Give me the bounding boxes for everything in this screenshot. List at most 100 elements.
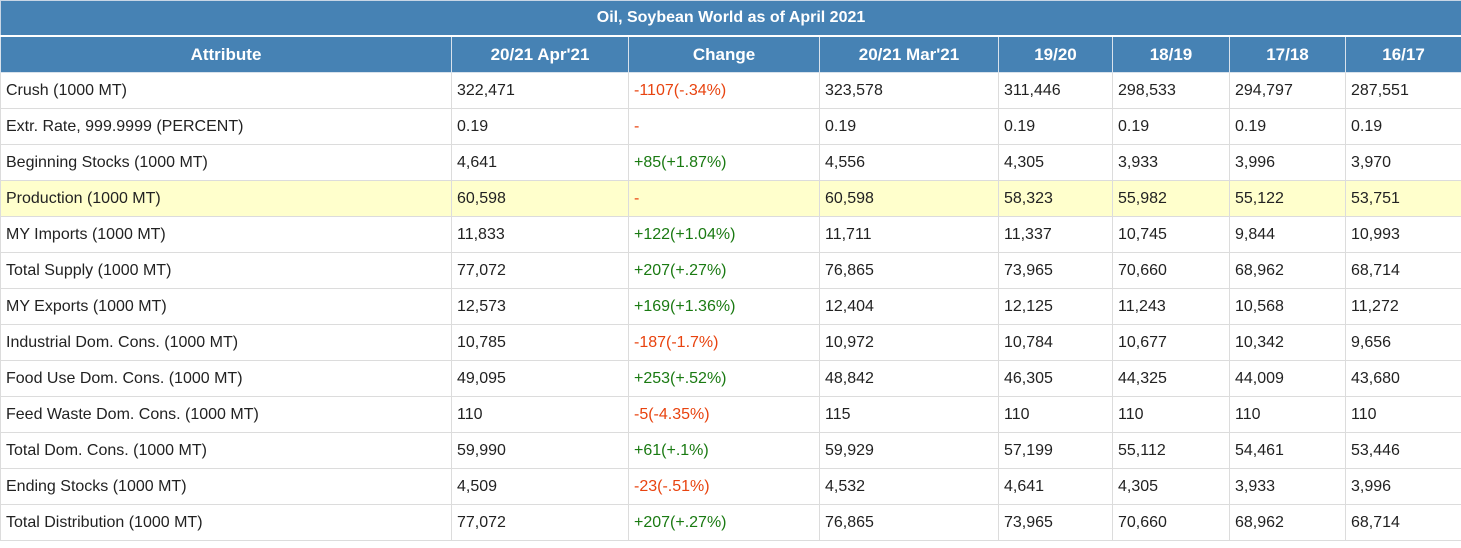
cell-attribute: Total Supply (1000 MT) (0, 252, 452, 289)
table-title: Oil, Soybean World as of April 2021 (0, 0, 1461, 37)
column-header-apr21[interactable]: 20/21 Apr'21 (451, 35, 629, 73)
cell-change: -5(-4.35%) (628, 396, 820, 433)
cell-change: +61(+.1%) (628, 432, 820, 469)
cell-1920: 73,965 (998, 504, 1113, 541)
cell-1819: 11,243 (1112, 288, 1230, 325)
column-header-1718[interactable]: 17/18 (1229, 35, 1346, 73)
cell-apr21: 11,833 (451, 216, 629, 253)
cell-1617: 3,996 (1344, 468, 1461, 505)
cell-1819: 110 (1112, 396, 1230, 433)
table-row: MY Imports (1000 MT) 11,833 +122(+1.04%) 11… (0, 216, 1461, 253)
table-row: Crush (1000 MT) 322,471 -1107(-.34%) 323,57… (0, 72, 1461, 109)
cell-change: +253(+.52%) (628, 360, 820, 397)
cell-1718: 3,933 (1229, 468, 1346, 505)
cell-attribute: Food Use Dom. Cons. (1000 MT) (0, 360, 452, 397)
cell-1819: 4,305 (1112, 468, 1230, 505)
cell-change: - (628, 108, 820, 145)
cell-apr21: 4,641 (451, 144, 629, 181)
cell-attribute: Ending Stocks (1000 MT) (0, 468, 452, 505)
column-header-row: Attribute 20/21 Apr'21 Change 20/21 Mar'… (0, 35, 1461, 73)
cell-1920: 10,784 (998, 324, 1113, 361)
cell-1617: 287,551 (1344, 72, 1461, 109)
cell-1617: 10,993 (1344, 216, 1461, 253)
cell-1819: 10,677 (1112, 324, 1230, 361)
cell-1718: 110 (1229, 396, 1346, 433)
cell-1617: 68,714 (1344, 504, 1461, 541)
cell-mar21: 12,404 (819, 288, 999, 325)
table-row: MY Exports (1000 MT) 12,573 +169(+1.36%) 12… (0, 288, 1461, 325)
cell-1718: 44,009 (1229, 360, 1346, 397)
cell-apr21: 49,095 (451, 360, 629, 397)
cell-apr21: 77,072 (451, 504, 629, 541)
cell-change: +207(+.27%) (628, 504, 820, 541)
column-header-1617[interactable]: 16/17 (1344, 35, 1461, 73)
cell-change: -1107(-.34%) (628, 72, 820, 109)
cell-1920: 73,965 (998, 252, 1113, 289)
cell-1819: 10,745 (1112, 216, 1230, 253)
cell-mar21: 48,842 (819, 360, 999, 397)
cell-1718: 68,962 (1229, 504, 1346, 541)
cell-1920: 46,305 (998, 360, 1113, 397)
cell-apr21: 59,990 (451, 432, 629, 469)
cell-1617: 3,970 (1344, 144, 1461, 181)
cell-1920: 311,446 (998, 72, 1113, 109)
cell-apr21: 77,072 (451, 252, 629, 289)
cell-1718: 3,996 (1229, 144, 1346, 181)
cell-attribute: MY Imports (1000 MT) (0, 216, 452, 253)
cell-change: +207(+.27%) (628, 252, 820, 289)
cell-change: -23(-.51%) (628, 468, 820, 505)
column-header-1819[interactable]: 18/19 (1112, 35, 1230, 73)
cell-change: +85(+1.87%) (628, 144, 820, 181)
cell-1819: 298,533 (1112, 72, 1230, 109)
table-row: Total Distribution (1000 MT) 77,072 +207(+… (0, 504, 1461, 541)
cell-attribute: Crush (1000 MT) (0, 72, 452, 109)
cell-1920: 11,337 (998, 216, 1113, 253)
cell-1718: 294,797 (1229, 72, 1346, 109)
column-header-attribute[interactable]: Attribute (0, 35, 452, 73)
cell-attribute: Total Dom. Cons. (1000 MT) (0, 432, 452, 469)
cell-1920: 58,323 (998, 180, 1113, 217)
cell-attribute: Feed Waste Dom. Cons. (1000 MT) (0, 396, 452, 433)
cell-apr21: 0.19 (451, 108, 629, 145)
table-title-row: Oil, Soybean World as of April 2021 (0, 0, 1461, 37)
cell-1819: 55,112 (1112, 432, 1230, 469)
table-row: Feed Waste Dom. Cons. (1000 MT) 110 -5(-4.… (0, 396, 1461, 433)
cell-mar21: 60,598 (819, 180, 999, 217)
cell-1617: 43,680 (1344, 360, 1461, 397)
cell-1718: 10,568 (1229, 288, 1346, 325)
cell-1920: 12,125 (998, 288, 1113, 325)
cell-apr21: 10,785 (451, 324, 629, 361)
cell-mar21: 323,578 (819, 72, 999, 109)
cell-1920: 57,199 (998, 432, 1113, 469)
cell-1718: 9,844 (1229, 216, 1346, 253)
cell-mar21: 115 (819, 396, 999, 433)
cell-mar21: 4,532 (819, 468, 999, 505)
table-row: Total Supply (1000 MT) 77,072 +207(+.27%) 7… (0, 252, 1461, 289)
cell-1617: 53,751 (1344, 180, 1461, 217)
cell-1617: 68,714 (1344, 252, 1461, 289)
cell-1617: 9,656 (1344, 324, 1461, 361)
cell-mar21: 59,929 (819, 432, 999, 469)
cell-mar21: 76,865 (819, 252, 999, 289)
table-row: Extr. Rate, 999.9999 (PERCENT) 0.19-0.19 0… (0, 108, 1461, 145)
table-row: Beginning Stocks (1000 MT) 4,641 +85(+1.87… (0, 144, 1461, 181)
cell-apr21: 110 (451, 396, 629, 433)
cell-1718: 55,122 (1229, 180, 1346, 217)
cell-1718: 68,962 (1229, 252, 1346, 289)
column-header-1920[interactable]: 19/20 (998, 35, 1113, 73)
column-header-change[interactable]: Change (628, 35, 820, 73)
cell-change: -187(-1.7%) (628, 324, 820, 361)
column-header-mar21[interactable]: 20/21 Mar'21 (819, 35, 999, 73)
cell-1617: 110 (1344, 396, 1461, 433)
cell-1617: 11,272 (1344, 288, 1461, 325)
cell-attribute: Industrial Dom. Cons. (1000 MT) (0, 324, 452, 361)
cell-attribute: Extr. Rate, 999.9999 (PERCENT) (0, 108, 452, 145)
cell-1617: 53,446 (1344, 432, 1461, 469)
cell-change: +169(+1.36%) (628, 288, 820, 325)
cell-1718: 10,342 (1229, 324, 1346, 361)
cell-apr21: 4,509 (451, 468, 629, 505)
cell-mar21: 76,865 (819, 504, 999, 541)
table-row: Production (1000 MT) 60,598-60,598 58,323 5… (0, 180, 1461, 217)
table-body: Crush (1000 MT) 322,471 -1107(-.34%) 323,57… (0, 72, 1461, 541)
